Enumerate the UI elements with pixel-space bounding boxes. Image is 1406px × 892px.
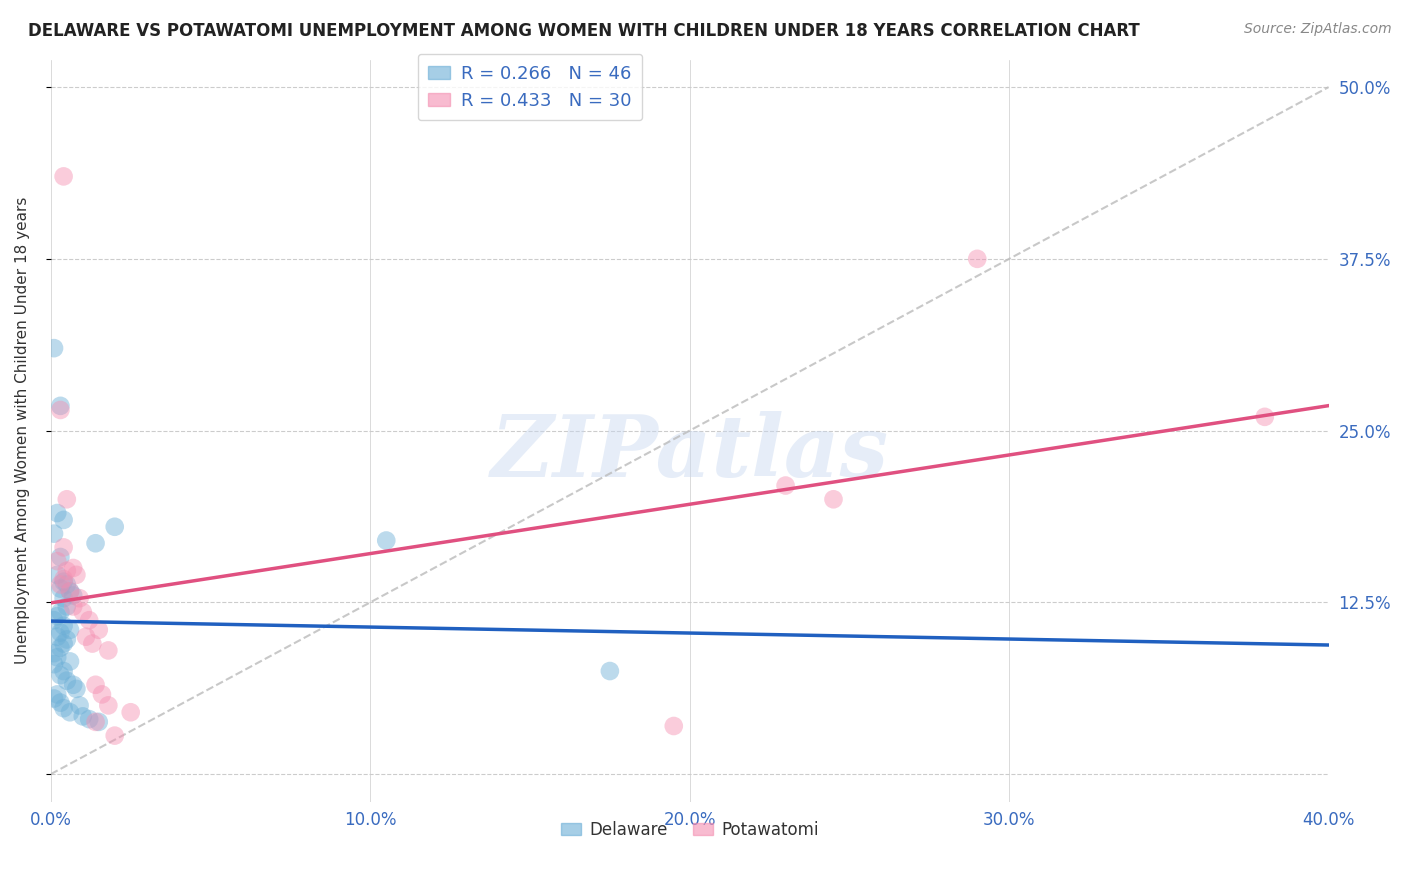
Point [42, 341, 65, 355]
Point [42, 613, 65, 627]
Point [49, 403, 72, 417]
Point [375, 533, 398, 548]
Point [46, 554, 69, 568]
Point [104, 729, 127, 743]
Point [62, 561, 84, 575]
Point [84, 678, 107, 692]
Point [75, 630, 97, 644]
Point [52, 541, 75, 555]
Point [84, 536, 107, 550]
Point [662, 719, 685, 733]
Point [1254, 409, 1277, 424]
Point [82, 636, 104, 650]
Point [775, 478, 797, 492]
Text: ZIPatlas: ZIPatlas [491, 411, 889, 494]
Point [49, 696, 72, 710]
Point [56, 599, 79, 614]
Point [52, 618, 75, 632]
Point [65, 681, 87, 696]
Point [56, 492, 79, 507]
Point [49, 605, 72, 619]
Point [52, 701, 75, 715]
Point [46, 506, 69, 520]
Point [65, 567, 87, 582]
Point [49, 582, 72, 596]
Point [69, 698, 91, 713]
Point [49, 625, 72, 640]
Text: Source: ZipAtlas.com: Source: ZipAtlas.com [1244, 22, 1392, 37]
Point [72, 709, 94, 723]
Point [59, 655, 82, 669]
Point [46, 687, 69, 701]
Point [91, 687, 114, 701]
Point [49, 668, 72, 682]
Point [52, 572, 75, 586]
Point [52, 664, 75, 678]
Point [52, 574, 75, 589]
Point [56, 564, 79, 578]
Point [56, 577, 79, 591]
Point [62, 599, 84, 614]
Point [49, 399, 72, 413]
Point [42, 691, 65, 706]
Point [62, 589, 84, 603]
Point [966, 252, 988, 266]
Point [87, 714, 110, 729]
Point [104, 520, 127, 534]
Point [77, 613, 100, 627]
Point [52, 513, 75, 527]
Point [97, 643, 120, 657]
Legend: Delaware, Potawatomi: Delaware, Potawatomi [554, 814, 825, 846]
Point [59, 584, 82, 599]
Point [49, 640, 72, 655]
Point [62, 678, 84, 692]
Point [59, 584, 82, 599]
Text: DELAWARE VS POTAWATOMI UNEMPLOYMENT AMONG WOMEN WITH CHILDREN UNDER 18 YEARS COR: DELAWARE VS POTAWATOMI UNEMPLOYMENT AMON… [28, 22, 1140, 40]
Point [84, 714, 107, 729]
Point [49, 577, 72, 591]
Point [87, 623, 110, 637]
Point [59, 623, 82, 637]
Y-axis label: Unemployment Among Women with Children Under 18 years: Unemployment Among Women with Children U… [15, 197, 30, 665]
Point [46, 609, 69, 624]
Point [52, 591, 75, 606]
Point [56, 632, 79, 647]
Point [49, 549, 72, 564]
Point [69, 591, 91, 606]
Point [97, 698, 120, 713]
Point [52, 636, 75, 650]
Point [42, 646, 65, 660]
Point [46, 567, 69, 582]
Point [72, 605, 94, 619]
Point [52, 169, 75, 184]
Point [77, 712, 100, 726]
Point [823, 492, 845, 507]
Point [42, 657, 65, 672]
Point [599, 664, 621, 678]
Point [59, 706, 82, 720]
Point [120, 706, 142, 720]
Point [42, 526, 65, 541]
Point [46, 630, 69, 644]
Point [46, 650, 69, 665]
Point [56, 673, 79, 688]
